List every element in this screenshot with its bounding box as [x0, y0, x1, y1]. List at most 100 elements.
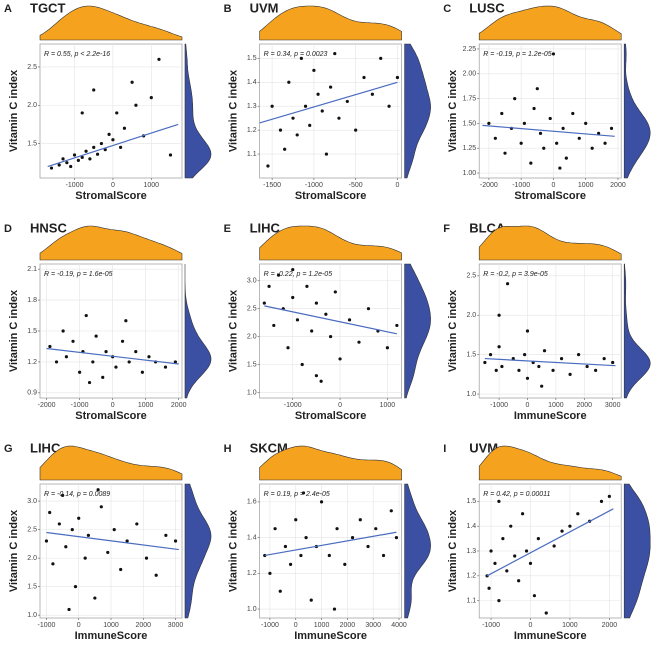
- y-tick-label: 1.2: [27, 359, 37, 366]
- x-tick-label: -2000: [38, 402, 56, 409]
- point: [329, 85, 333, 89]
- x-tick-label: 0: [338, 402, 342, 409]
- point: [61, 329, 65, 333]
- x-density: [39, 445, 183, 481]
- point: [537, 364, 541, 369]
- fit-line: [46, 531, 179, 551]
- point: [520, 512, 525, 516]
- x-density: [39, 5, 183, 41]
- point: [49, 166, 54, 170]
- point: [291, 295, 295, 300]
- point: [266, 164, 270, 168]
- point: [519, 141, 523, 145]
- x-tick-label: 3000: [168, 622, 184, 629]
- x-axis-label: StromalScore: [295, 410, 367, 422]
- point: [291, 116, 295, 120]
- point: [513, 554, 517, 558]
- y-tick-label: 2.5: [466, 273, 476, 280]
- y-density: [623, 483, 651, 619]
- point: [494, 368, 498, 373]
- x-tick-label: -1000: [66, 182, 84, 189]
- point: [544, 611, 548, 615]
- point: [337, 116, 341, 120]
- point: [540, 384, 544, 388]
- point: [134, 350, 138, 354]
- y-tick-label: 2.0: [466, 312, 476, 319]
- point: [370, 92, 374, 96]
- panel: A TGCT -1000 0 1000 1.5 2.0 2.5 R = 0.55, p < 2.…: [4, 0, 212, 202]
- panel-title: LIHC: [30, 440, 61, 455]
- point: [389, 509, 393, 513]
- point: [561, 126, 565, 130]
- point: [571, 111, 575, 116]
- point: [64, 355, 69, 359]
- x-tick-label: 2000: [171, 402, 187, 409]
- point: [577, 136, 581, 140]
- point: [115, 111, 119, 115]
- y-tick-label: 3.0: [27, 498, 37, 505]
- panel-letter: E: [224, 223, 231, 235]
- x-tick-label: 2000: [576, 402, 592, 409]
- point: [80, 155, 84, 159]
- point: [299, 553, 303, 558]
- point: [309, 598, 313, 602]
- point: [379, 56, 383, 60]
- point: [335, 527, 339, 531]
- point: [78, 370, 82, 374]
- point: [350, 536, 355, 540]
- x-tick-label: -1000: [512, 182, 530, 189]
- point: [564, 156, 568, 160]
- point: [536, 536, 540, 541]
- point: [538, 131, 543, 135]
- point: [140, 370, 144, 374]
- point: [381, 553, 386, 558]
- point: [395, 323, 399, 328]
- point: [542, 146, 546, 150]
- point: [124, 319, 128, 323]
- x-tick-label: 0: [294, 622, 298, 629]
- panel: D HNSC -2000 -1000 0 1000 2000 0.9 1.2 1.5 1.8 2.1 R…: [4, 220, 212, 422]
- point: [319, 500, 324, 504]
- point: [312, 68, 316, 72]
- y-tick-label: 2.25: [463, 46, 477, 53]
- point: [509, 524, 513, 528]
- point: [103, 148, 107, 152]
- panel-title: SKCM: [250, 440, 288, 455]
- y-tick-label: 1.00: [463, 170, 477, 177]
- plot-area: [478, 43, 622, 179]
- point: [134, 103, 138, 107]
- x-tick-label: 0: [111, 182, 115, 189]
- y-axis-label: Vitamin C index: [8, 69, 20, 152]
- x-tick-label: 0: [395, 182, 399, 189]
- point: [64, 545, 68, 549]
- x-tick-label: -1000: [38, 622, 56, 629]
- y-tick-label: 1.75: [463, 95, 477, 102]
- x-tick-label: 2000: [340, 622, 356, 629]
- point: [80, 111, 84, 115]
- plot-area: [259, 483, 402, 619]
- x-axis-label: ImmuneScore: [294, 630, 367, 642]
- x-tick-label: 1000: [103, 622, 119, 629]
- fit-line: [484, 357, 616, 367]
- point: [127, 360, 131, 364]
- x-axis-label: ImmuneScore: [514, 410, 587, 422]
- panel: B UVM -1500 -1000 -500 0 1.1 1.2 1.3 1.4 1.5 R = 0.…: [224, 0, 431, 202]
- point: [72, 153, 77, 157]
- point: [91, 360, 95, 364]
- point: [122, 126, 127, 130]
- point: [61, 157, 65, 161]
- point: [324, 152, 329, 156]
- y-tick-label: 2.0: [27, 102, 37, 109]
- point: [99, 505, 103, 509]
- x-tick-label: -1000: [305, 182, 323, 189]
- panel: C LUSC -2000 -1000 0 1000 2000 1.00 1.25 1.50 1.75…: [443, 0, 651, 202]
- point: [385, 346, 389, 350]
- annotation: R = -0.19, p = 1.2e-05: [483, 51, 552, 58]
- panel: E LIHC -1000 0 1000 1.0 1.5 2.0 2.5 3.0 R = -0.22,…: [224, 220, 431, 422]
- fit-line: [264, 531, 397, 557]
- x-density: [478, 5, 622, 41]
- x-tick-label: 0: [526, 402, 530, 409]
- point: [354, 128, 358, 132]
- point: [48, 344, 52, 349]
- y-tick-label: 1.0: [27, 612, 37, 619]
